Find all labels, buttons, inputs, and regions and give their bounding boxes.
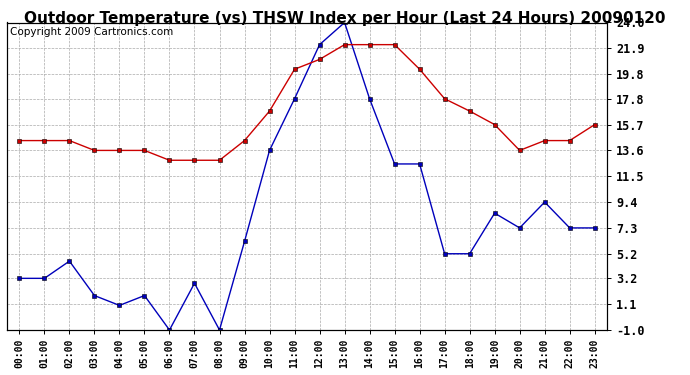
Text: Outdoor Temperature (vs) THSW Index per Hour (Last 24 Hours) 20090120: Outdoor Temperature (vs) THSW Index per …	[24, 11, 666, 26]
Text: Copyright 2009 Cartronics.com: Copyright 2009 Cartronics.com	[10, 27, 173, 37]
